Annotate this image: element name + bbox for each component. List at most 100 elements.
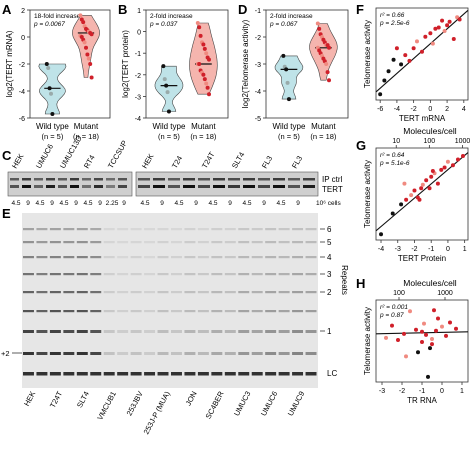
gel-band	[238, 291, 250, 294]
blot-band-ip-ctrl	[10, 178, 19, 181]
gel-band	[63, 228, 75, 231]
blot-band-tert	[168, 185, 180, 188]
gel-band	[184, 310, 196, 313]
gel-band	[144, 330, 156, 333]
loading-control-label: LC	[327, 369, 337, 378]
gel-band	[171, 330, 182, 333]
violin-shape-wild-type	[154, 65, 184, 112]
gel-band	[171, 310, 182, 313]
gel-band	[130, 273, 142, 276]
gel-band	[265, 291, 277, 294]
data-point	[424, 332, 428, 337]
gel-band	[117, 291, 129, 294]
y-tick-label: -2	[255, 35, 261, 42]
gel-band	[292, 228, 304, 231]
gel-band	[144, 273, 156, 276]
blot-band-ip-ctrl	[168, 178, 180, 181]
gel-band	[76, 228, 88, 231]
gel-band	[278, 256, 290, 259]
violin-shape-wild-type	[38, 63, 67, 115]
gel-band	[292, 273, 304, 276]
data-point	[420, 182, 425, 187]
data-point	[384, 335, 388, 340]
gel-band	[305, 291, 317, 294]
data-point	[428, 346, 432, 351]
gel-band	[49, 291, 61, 294]
p-value: p = 0.067	[269, 21, 298, 28]
blot-band-tert	[10, 185, 19, 188]
gel-band	[265, 273, 277, 276]
cell-count-label: 9	[122, 200, 126, 207]
gel-band	[23, 330, 34, 333]
data-point	[427, 186, 432, 191]
gel-band	[76, 330, 88, 333]
blot-band-tert	[258, 185, 270, 188]
data-point	[417, 197, 422, 202]
panel-label-b: B	[118, 2, 127, 17]
plot-frame	[375, 7, 469, 101]
data-point	[433, 26, 438, 31]
blot-band-ip-ctrl	[70, 178, 79, 181]
y-tick-label: -4	[19, 89, 25, 96]
p-value: p = 5.1e-6	[379, 160, 410, 167]
gel-band-loading-control	[238, 372, 250, 376]
group-label: Wild type	[273, 122, 306, 131]
gel-lane-label: SLT4	[75, 390, 91, 410]
data-point	[286, 97, 291, 102]
gel-band	[238, 273, 250, 276]
data-point	[419, 186, 424, 191]
x-tick-label: -4	[394, 106, 400, 113]
r-squared: r² = 0.66	[380, 12, 405, 19]
gel-band	[36, 273, 48, 276]
gel-band-loading-control	[157, 372, 169, 376]
blot-band-tert	[138, 185, 150, 188]
x-tick-label: 0	[440, 388, 444, 395]
gel-band-loading-control	[23, 372, 34, 376]
gel-band	[76, 291, 88, 294]
blot-band-tert	[288, 185, 300, 188]
cell-count-label: 4.5	[276, 200, 285, 207]
data-point	[450, 163, 455, 168]
data-point	[422, 321, 426, 326]
data-point	[207, 92, 211, 97]
cell-count-label: 9	[50, 200, 54, 207]
blot-lane-label: UMUC6	[34, 142, 55, 170]
data-point	[198, 33, 203, 38]
group-label: Wild type	[36, 122, 69, 131]
gel-lane-label: HEK	[22, 390, 37, 408]
gel-band	[197, 273, 209, 276]
gel-band	[76, 310, 88, 313]
gel-band	[90, 291, 102, 294]
data-point	[378, 92, 383, 97]
y-tick-label: -4	[255, 89, 261, 96]
blot-band-ip-ctrl	[138, 178, 150, 181]
data-point	[414, 39, 419, 44]
cell-count-label: 4.5	[242, 200, 251, 207]
r-squared: r² = 0.64	[380, 152, 405, 159]
gel-band	[278, 330, 290, 333]
trap-gel-e: 6 5 4 3 2 1 Repeats +2 LC HEK T24T SLT4 VMCUB1 253JBV…	[1, 213, 349, 436]
gel-band	[76, 241, 88, 244]
gel-lane-label: UMUC6	[259, 390, 279, 418]
data-point	[88, 62, 93, 66]
gel-band	[238, 256, 250, 259]
scatter-panel-f: -6 -4 -2 0 2 4 TERT mRNA Telomerase activity r² …	[363, 7, 469, 123]
data-point	[325, 70, 330, 75]
data-point	[394, 46, 399, 51]
data-point	[195, 20, 200, 25]
gel-band	[224, 273, 236, 276]
scatter-panels: -6 -4 -2 0 2 4 TERT mRNA Telomerase activity r² …	[363, 7, 470, 405]
data-point	[46, 66, 51, 71]
repeat-mark-label: 3	[327, 270, 332, 279]
p-value: p = 0.037	[149, 21, 178, 28]
group-n-label: (n = 5)	[278, 132, 300, 141]
gel-band	[211, 273, 223, 276]
data-point	[408, 309, 412, 314]
data-point	[451, 37, 456, 42]
gel-band	[292, 310, 304, 313]
gel-band-loading-control	[49, 372, 61, 376]
gel-band	[117, 273, 129, 276]
p-value: p = 2.5e-6	[379, 20, 410, 27]
panel-label-h: H	[356, 276, 365, 291]
data-point	[409, 193, 414, 198]
